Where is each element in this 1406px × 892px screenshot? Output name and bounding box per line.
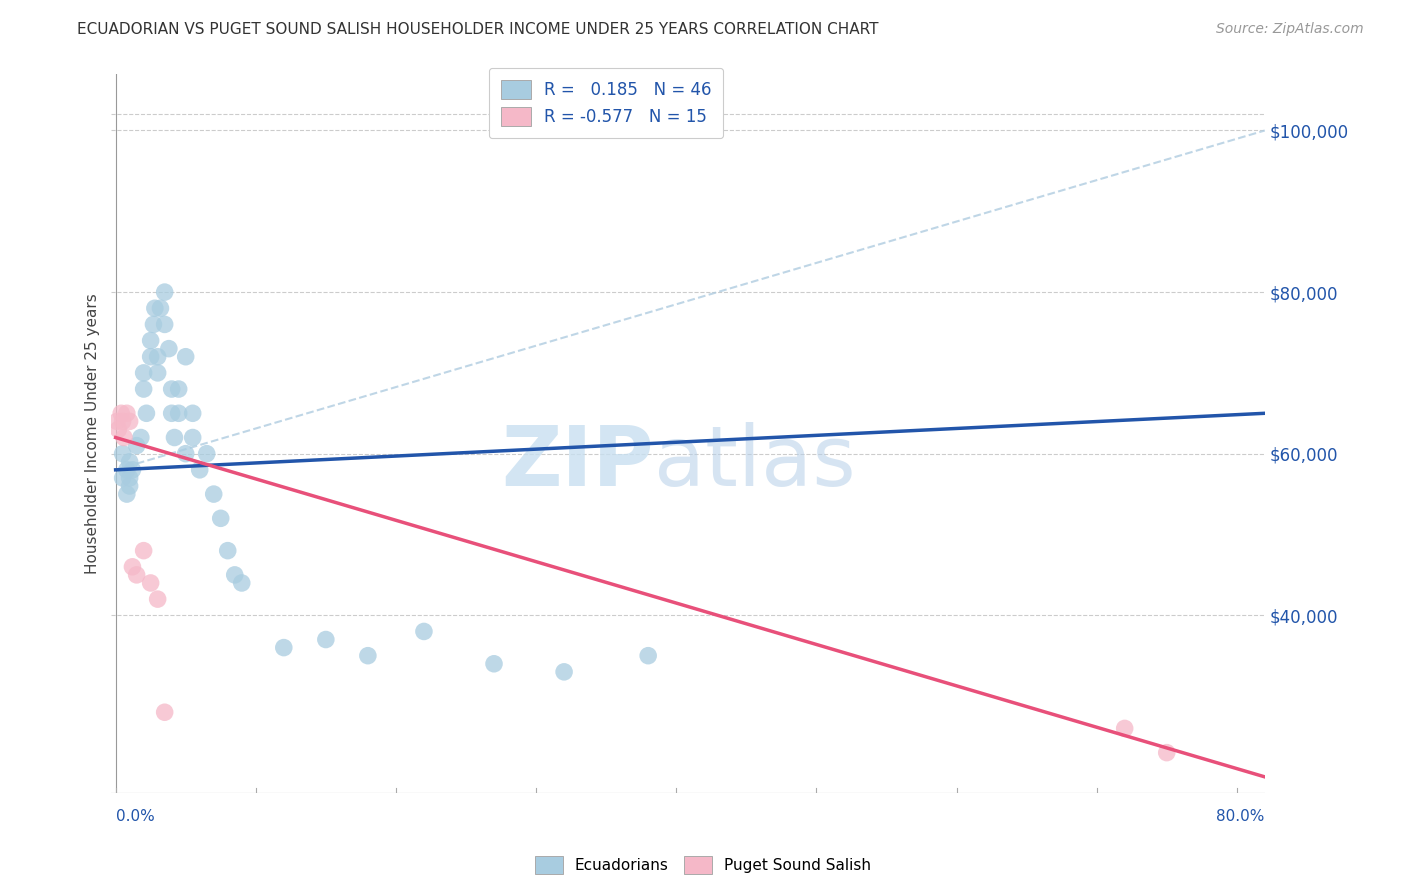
Point	[188, 463, 211, 477]
Point	[118, 455, 141, 469]
Point	[146, 350, 169, 364]
Point	[181, 406, 204, 420]
Point	[121, 463, 143, 477]
Text: ZIP: ZIP	[501, 422, 654, 503]
Point	[160, 406, 183, 420]
Point	[107, 422, 129, 436]
Point	[1114, 722, 1136, 736]
Point	[118, 479, 141, 493]
Point	[142, 318, 165, 332]
Point	[139, 334, 162, 348]
Point	[118, 414, 141, 428]
Point	[637, 648, 659, 663]
Point	[110, 406, 132, 420]
Point	[115, 406, 138, 420]
Point	[224, 567, 246, 582]
Point	[115, 487, 138, 501]
Point	[174, 350, 197, 364]
Point	[167, 406, 190, 420]
Point	[163, 430, 186, 444]
Point	[209, 511, 232, 525]
Point	[132, 366, 155, 380]
Legend: R =   0.185   N = 46, R = -0.577   N = 15: R = 0.185 N = 46, R = -0.577 N = 15	[489, 68, 723, 138]
Text: ECUADORIAN VS PUGET SOUND SALISH HOUSEHOLDER INCOME UNDER 25 YEARS CORRELATION C: ECUADORIAN VS PUGET SOUND SALISH HOUSEHO…	[77, 22, 879, 37]
Point	[105, 414, 128, 428]
Text: 0.0%: 0.0%	[115, 809, 155, 824]
Point	[135, 406, 157, 420]
Point	[115, 463, 138, 477]
Point	[146, 366, 169, 380]
Point	[153, 705, 176, 719]
Point	[112, 430, 135, 444]
Point	[139, 350, 162, 364]
Point	[139, 576, 162, 591]
Point	[181, 430, 204, 444]
Point	[357, 648, 380, 663]
Point	[111, 414, 134, 428]
Point	[482, 657, 505, 671]
Text: 80.0%: 80.0%	[1216, 809, 1265, 824]
Point	[1156, 746, 1178, 760]
Point	[413, 624, 436, 639]
Point	[174, 447, 197, 461]
Point	[153, 318, 176, 332]
Point	[121, 559, 143, 574]
Point	[111, 471, 134, 485]
Point	[143, 301, 166, 316]
Point	[231, 576, 253, 591]
Text: atlas: atlas	[654, 422, 855, 503]
Point	[153, 285, 176, 299]
Point	[195, 447, 218, 461]
Point	[202, 487, 225, 501]
Point	[146, 592, 169, 607]
Point	[315, 632, 337, 647]
Point	[217, 543, 239, 558]
Point	[132, 543, 155, 558]
Point	[157, 342, 180, 356]
Point	[167, 382, 190, 396]
Point	[125, 567, 148, 582]
Point	[149, 301, 172, 316]
Y-axis label: Householder Income Under 25 years: Householder Income Under 25 years	[86, 293, 100, 574]
Point	[160, 382, 183, 396]
Point	[118, 471, 141, 485]
Point	[129, 430, 152, 444]
Point	[132, 382, 155, 396]
Legend: Ecuadorians, Puget Sound Salish: Ecuadorians, Puget Sound Salish	[529, 850, 877, 880]
Point	[125, 439, 148, 453]
Point	[553, 665, 575, 679]
Text: Source: ZipAtlas.com: Source: ZipAtlas.com	[1216, 22, 1364, 37]
Point	[111, 447, 134, 461]
Point	[273, 640, 295, 655]
